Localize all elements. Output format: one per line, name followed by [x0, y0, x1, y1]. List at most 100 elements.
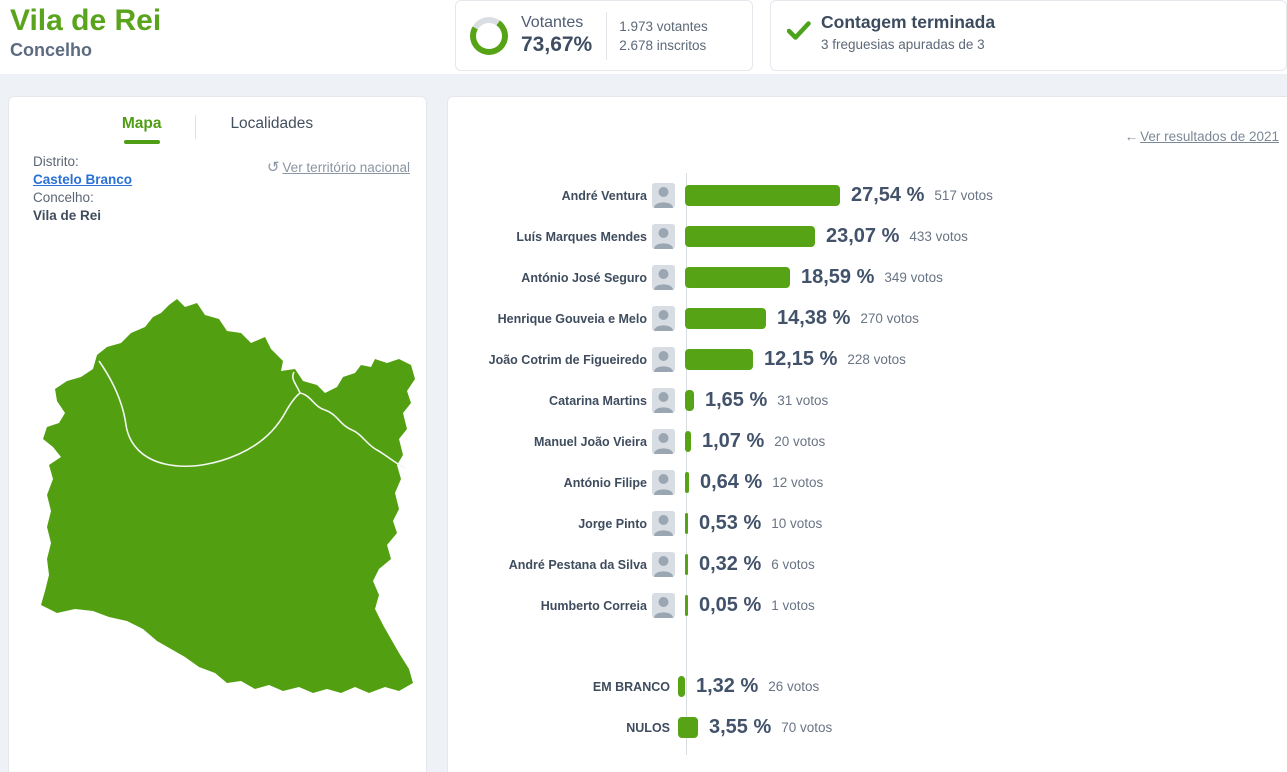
result-votes: 6 votos	[771, 557, 815, 572]
candidate-name: Catarina Martins	[549, 393, 647, 408]
candidate-name: André Pestana da Silva	[508, 557, 647, 572]
result-row: André Pestana da Silva 0,32 % 6 votos	[448, 544, 1287, 585]
card-divider	[606, 11, 608, 60]
result-votes: 228 votos	[847, 352, 906, 367]
result-percent: 14,38 %	[777, 307, 851, 329]
registered-count: 2.678 inscritos	[619, 37, 707, 53]
result-bar	[685, 185, 840, 206]
tab-localidades[interactable]: Localidades	[230, 115, 313, 133]
district-link[interactable]: Castelo Branco	[33, 172, 133, 187]
result-percent: 1,65 %	[705, 389, 768, 411]
candidate-photo	[652, 470, 675, 495]
result-bar	[685, 472, 689, 493]
count-status-title: Contagem terminada	[821, 12, 996, 32]
candidate-photo	[652, 388, 675, 413]
result-percent: 0,64 %	[700, 471, 763, 493]
person-icon	[652, 593, 675, 618]
undo-icon: ↺	[266, 159, 280, 176]
candidate-photo	[652, 511, 675, 536]
result-votes: 517 votos	[934, 188, 993, 203]
candidate-name: Manuel João Vieira	[533, 434, 647, 449]
person-icon	[652, 347, 675, 372]
result-row: EM BRANCO 1,32 % 26 votos	[448, 666, 1287, 707]
result-percent: 0,32 %	[699, 553, 762, 575]
map-panel: Mapa Localidades Distrito: Castelo Branc…	[8, 96, 427, 772]
result-percent: 12,15 %	[764, 348, 838, 370]
result-row: Henrique Gouveia e Melo 14,38 % 270 voto…	[448, 298, 1287, 339]
result-votes: 31 votos	[777, 393, 829, 408]
result-percent: 0,53 %	[699, 512, 762, 534]
person-icon	[652, 183, 675, 208]
location-info: Distrito: Castelo Branco Concelho: Vila …	[33, 153, 132, 225]
turnout-percent: 73,67%	[521, 33, 593, 56]
result-votes: 20 votos	[774, 434, 826, 449]
concelho-value: Vila de Rei	[33, 208, 102, 223]
candidate-name: Humberto Correia	[540, 598, 647, 613]
result-bar	[685, 554, 688, 575]
result-row: André Ventura 27,54 % 517 votos	[448, 175, 1287, 216]
result-percent: 18,59 %	[801, 266, 875, 288]
result-bar	[685, 267, 790, 288]
candidate-photo	[652, 265, 675, 290]
candidate-name: Luís Marques Mendes	[516, 229, 647, 244]
count-status-card: Contagem terminada 3 freguesias apuradas…	[770, 0, 1287, 71]
result-percent: 1,07 %	[702, 430, 765, 452]
result-votes: 12 votos	[772, 475, 824, 490]
result-bar	[685, 595, 688, 616]
result-row: Luís Marques Mendes 23,07 % 433 votos	[448, 216, 1287, 257]
national-territory-link[interactable]: ↺ Ver território nacional	[267, 158, 410, 176]
result-row: Manuel João Vieira 1,07 % 20 votos	[448, 421, 1287, 462]
result-row: Catarina Martins 1,65 % 31 votos	[448, 380, 1287, 421]
candidate-name: André Ventura	[561, 188, 647, 203]
page-subtitle: Concelho	[10, 40, 93, 60]
result-percent: 23,07 %	[826, 225, 900, 247]
result-bar	[685, 226, 815, 247]
person-icon	[652, 470, 675, 495]
result-percent: 3,55 %	[709, 716, 772, 738]
candidate-photo	[652, 552, 675, 577]
person-icon	[652, 511, 675, 536]
candidate-photo	[652, 347, 675, 372]
candidate-name: NULOS	[626, 720, 670, 735]
result-bar	[685, 513, 688, 534]
result-votes: 26 votos	[768, 679, 820, 694]
district-label: Distrito:	[33, 154, 79, 169]
result-votes: 70 votos	[781, 720, 833, 735]
page-title: Vila de Rei	[10, 4, 162, 37]
candidate-photo	[652, 183, 675, 208]
person-icon	[652, 429, 675, 454]
concelho-label: Concelho:	[33, 190, 94, 205]
result-votes: 433 votos	[909, 229, 968, 244]
candidate-name: António Filipe	[563, 475, 647, 490]
candidate-photo	[652, 429, 675, 454]
result-bar	[685, 349, 753, 370]
tab-mapa[interactable]: Mapa	[122, 115, 161, 144]
result-row: João Cotrim de Figueiredo 12,15 % 228 vo…	[448, 339, 1287, 380]
chart-axis-line	[686, 173, 687, 755]
result-percent: 0,05 %	[699, 594, 762, 616]
results-2021-label: Ver resultados de 2021	[1140, 129, 1279, 144]
candidate-photo	[652, 224, 675, 249]
vila-de-rei-map-shape	[41, 299, 415, 693]
candidate-photo	[652, 306, 675, 331]
result-votes: 270 votos	[860, 311, 919, 326]
result-percent: 27,54 %	[851, 184, 925, 206]
result-row: António José Seguro 18,59 % 349 votos	[448, 257, 1287, 298]
result-row: NULOS 3,55 % 70 votos	[448, 707, 1287, 748]
person-icon	[652, 388, 675, 413]
results-panel: ← Ver resultados de 2021 André Ventura 27…	[447, 96, 1287, 772]
result-row: Jorge Pinto 0,53 % 10 votos	[448, 503, 1287, 544]
candidate-name: Jorge Pinto	[578, 516, 647, 531]
turnout-donut-chart	[470, 16, 508, 55]
result-row: Humberto Correia 0,05 % 1 votos	[448, 585, 1287, 626]
person-icon	[652, 306, 675, 331]
result-votes: 1 votos	[771, 598, 815, 613]
person-icon	[652, 552, 675, 577]
result-bar	[685, 431, 691, 452]
municipality-map[interactable]	[19, 269, 419, 709]
count-status-subtitle: 3 freguesias apuradas de 3	[821, 37, 985, 52]
candidate-name: EM BRANCO	[592, 679, 670, 694]
map-tabs: Mapa Localidades	[9, 115, 426, 144]
results-2021-link[interactable]: ← Ver resultados de 2021	[1125, 129, 1279, 144]
left-arrow-icon: ←	[1124, 129, 1139, 144]
